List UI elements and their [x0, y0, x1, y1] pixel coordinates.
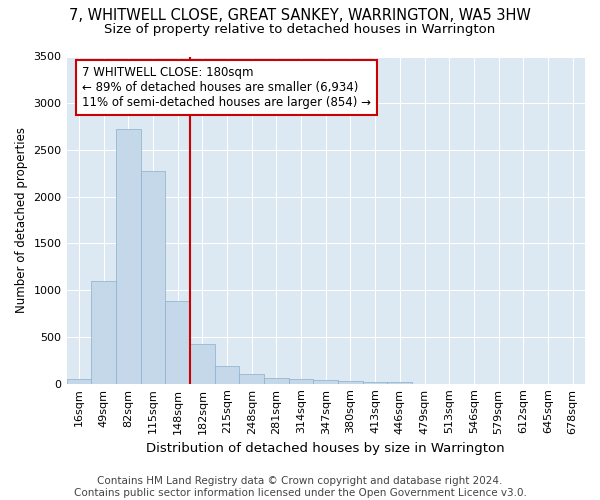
Y-axis label: Number of detached properties: Number of detached properties — [15, 127, 28, 313]
Bar — [91, 281, 116, 384]
Bar — [313, 380, 338, 384]
Text: 7 WHITWELL CLOSE: 180sqm
← 89% of detached houses are smaller (6,934)
11% of sem: 7 WHITWELL CLOSE: 180sqm ← 89% of detach… — [82, 66, 371, 110]
Bar — [239, 374, 264, 384]
Bar — [116, 130, 140, 384]
Bar — [264, 378, 289, 384]
Bar — [338, 381, 363, 384]
Bar — [289, 379, 313, 384]
Text: 7, WHITWELL CLOSE, GREAT SANKEY, WARRINGTON, WA5 3HW: 7, WHITWELL CLOSE, GREAT SANKEY, WARRING… — [69, 8, 531, 22]
Bar — [140, 170, 165, 384]
Bar — [190, 344, 215, 384]
Bar — [165, 302, 190, 384]
Text: Contains HM Land Registry data © Crown copyright and database right 2024.
Contai: Contains HM Land Registry data © Crown c… — [74, 476, 526, 498]
Text: Size of property relative to detached houses in Warrington: Size of property relative to detached ho… — [104, 22, 496, 36]
Bar — [215, 366, 239, 384]
Bar — [67, 379, 91, 384]
X-axis label: Distribution of detached houses by size in Warrington: Distribution of detached houses by size … — [146, 442, 505, 455]
Bar — [363, 382, 388, 384]
Bar — [388, 382, 412, 384]
